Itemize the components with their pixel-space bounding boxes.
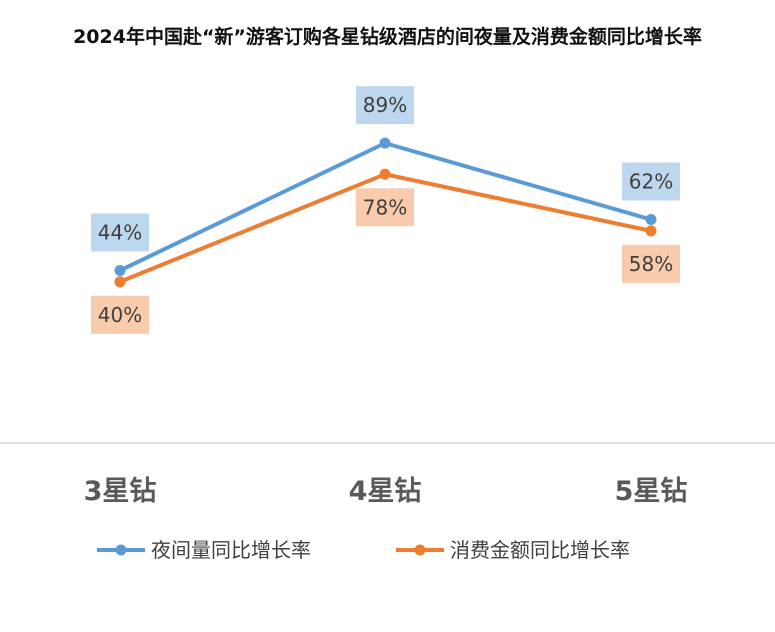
series-1-label-bg-1 [356, 188, 414, 227]
series-0-data-label-0: 44% [98, 220, 142, 244]
legend-label-0: 夜间量同比增长率 [151, 538, 311, 562]
series-1-point-1 [379, 168, 391, 180]
chart-title: 2024年中国赴“新”游客订购各星钻级酒店的间夜量及消费金额同比增长率 [73, 26, 702, 48]
legend-marker-0 [115, 544, 127, 556]
series-1-label-bg-2 [622, 244, 680, 283]
series-0-label-bg-1 [356, 86, 414, 125]
data-labels-layer: 44% 89% 62% 40% 78% 58% [91, 86, 680, 334]
series-0-data-label-1: 89% [363, 93, 407, 117]
legend: 夜间量同比增长率 消费金额同比增长率 [97, 538, 630, 562]
series-0-data-label-2: 62% [629, 170, 673, 194]
series-1-point-2 [645, 225, 657, 237]
series-0-point-1 [379, 137, 391, 149]
series-1-data-label-0: 40% [98, 303, 142, 327]
series-0-point-2 [645, 214, 657, 226]
series-1-label-bg-0 [91, 295, 149, 334]
x-tick-label-1: 4星钻 [349, 476, 422, 507]
series-1-point-0 [114, 276, 126, 288]
series-0-point-0 [114, 264, 126, 276]
legend-label-1: 消费金额同比增长率 [450, 538, 630, 562]
legend-marker-1 [414, 544, 426, 556]
series-1-data-label-2: 58% [629, 252, 673, 276]
series-0-label-bg-0 [91, 213, 149, 252]
x-tick-label-0: 3星钻 [84, 476, 157, 507]
series-0-label-bg-2 [622, 162, 680, 201]
series-layer [114, 137, 657, 288]
x-tick-label-2: 5星钻 [615, 476, 688, 507]
series-1-data-label-1: 78% [363, 195, 407, 219]
x-tick-labels: 3星钻 4星钻 5星钻 [84, 476, 688, 507]
